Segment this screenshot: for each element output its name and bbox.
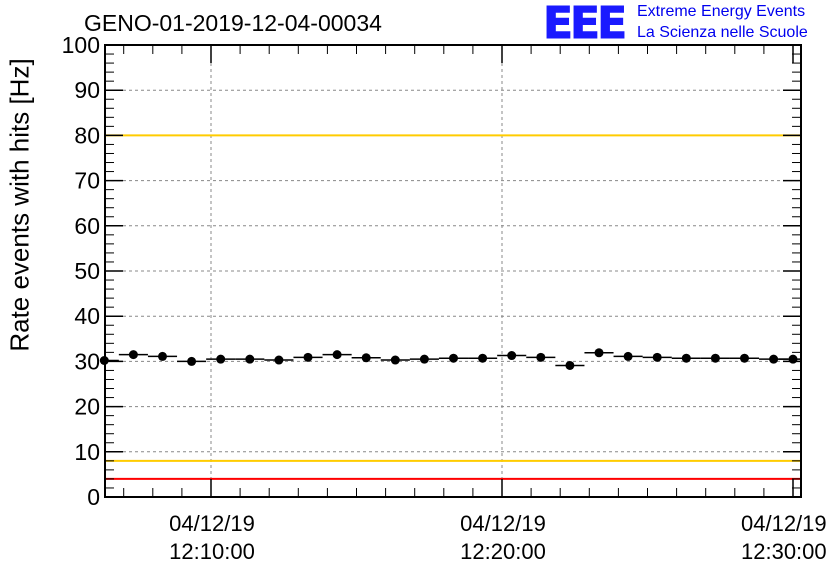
x-tick-time: 12:30:00 [741,539,827,564]
point-marker [332,350,342,360]
y-tick-label: 70 [74,168,100,194]
chart-title: GENO-01-2019-12-04-00034 [84,10,382,36]
x-tick-date: 04/12/19 [741,511,827,536]
data-point [118,350,148,360]
reference-lines [105,44,801,480]
x-tick-label-2: 04/12/19 12:30:00 [741,510,836,566]
data-point [778,354,801,364]
data-point [613,351,643,361]
x-tick-label-0: 04/12/19 12:10:00 [152,510,272,566]
data-point [409,354,439,364]
data-point [322,350,352,360]
point-marker [245,354,255,364]
logo-line-1: Extreme Energy Events [637,3,806,20]
y-axis-tick-labels: 0 10 20 30 40 50 60 70 80 90 100 [62,32,100,510]
data-point [99,355,119,365]
y-tick-label: 80 [74,122,100,148]
y-tick-label: 90 [74,77,100,103]
point-marker [274,355,284,365]
x-axis-ticks [123,45,794,497]
data-point [177,356,207,366]
data-point [555,360,585,370]
point-marker [99,355,109,365]
data-point [642,352,672,362]
point-marker [565,360,575,370]
data-point [584,348,614,358]
point-marker [128,350,138,360]
data-point [671,353,701,363]
point-marker [361,353,371,363]
data-point [468,353,498,363]
point-marker [769,354,779,364]
data-point [380,355,410,365]
point-marker [390,355,400,365]
y-tick-label: 40 [74,303,100,329]
logo-line-2: La Scienza nelle Scuole [637,24,808,41]
data-points [99,348,801,370]
point-marker [158,351,167,361]
data-point [264,355,294,365]
point-marker [740,353,749,363]
data-point [729,353,760,363]
y-tick-label: 30 [74,348,100,374]
y-tick-label: 50 [74,258,100,284]
y-tick-label: 10 [74,439,100,465]
eee-logo: EEE [542,0,627,49]
point-marker [710,353,720,363]
data-point [235,354,265,364]
y-tick-label: 60 [74,213,100,239]
grid-lines [105,45,801,497]
point-marker [419,354,429,364]
point-marker [594,348,604,358]
point-marker [216,354,226,364]
x-tick-date: 04/12/19 [460,511,546,536]
point-marker [303,352,313,362]
point-marker [681,353,691,363]
y-tick-label: 100 [62,32,100,58]
point-marker [449,353,458,363]
y-tick-label: 20 [74,394,100,420]
data-point [293,352,323,362]
x-tick-label-1: 04/12/19 12:20:00 [443,510,563,566]
x-tick-date: 04/12/19 [169,511,255,536]
data-point [206,354,236,364]
point-marker [536,352,546,362]
x-tick-time: 12:10:00 [169,539,255,564]
y-axis-ticks [105,44,801,498]
y-tick-label: 0 [87,484,100,510]
point-marker [478,353,488,363]
data-point [700,353,730,363]
point-marker [652,352,662,362]
data-point [351,353,381,363]
point-marker [187,356,197,366]
data-point [438,353,469,363]
data-point [497,351,527,361]
x-tick-time: 12:20:00 [460,539,546,564]
data-point [147,351,178,361]
data-point [526,352,556,362]
y-axis-label: Rate events with hits [Hz] [4,58,35,352]
point-marker [507,351,517,361]
point-marker [623,351,633,361]
point-marker [788,354,798,364]
